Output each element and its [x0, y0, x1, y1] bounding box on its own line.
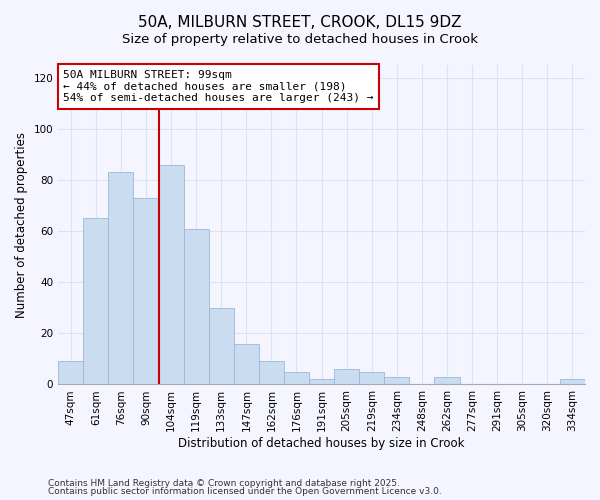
Bar — [234, 344, 259, 384]
Bar — [184, 228, 209, 384]
Y-axis label: Number of detached properties: Number of detached properties — [15, 132, 28, 318]
X-axis label: Distribution of detached houses by size in Crook: Distribution of detached houses by size … — [178, 437, 465, 450]
Bar — [83, 218, 109, 384]
Bar — [109, 172, 133, 384]
Bar — [309, 380, 334, 384]
Bar — [359, 372, 385, 384]
Bar — [58, 362, 83, 384]
Text: 50A, MILBURN STREET, CROOK, DL15 9DZ: 50A, MILBURN STREET, CROOK, DL15 9DZ — [138, 15, 462, 30]
Bar — [385, 377, 409, 384]
Bar — [560, 380, 585, 384]
Bar — [334, 369, 359, 384]
Bar — [133, 198, 158, 384]
Bar — [158, 164, 184, 384]
Bar — [259, 362, 284, 384]
Text: Contains public sector information licensed under the Open Government Licence v3: Contains public sector information licen… — [48, 487, 442, 496]
Text: 50A MILBURN STREET: 99sqm
← 44% of detached houses are smaller (198)
54% of semi: 50A MILBURN STREET: 99sqm ← 44% of detac… — [64, 70, 374, 103]
Text: Contains HM Land Registry data © Crown copyright and database right 2025.: Contains HM Land Registry data © Crown c… — [48, 478, 400, 488]
Text: Size of property relative to detached houses in Crook: Size of property relative to detached ho… — [122, 32, 478, 46]
Bar — [284, 372, 309, 384]
Bar — [434, 377, 460, 384]
Bar — [209, 308, 234, 384]
